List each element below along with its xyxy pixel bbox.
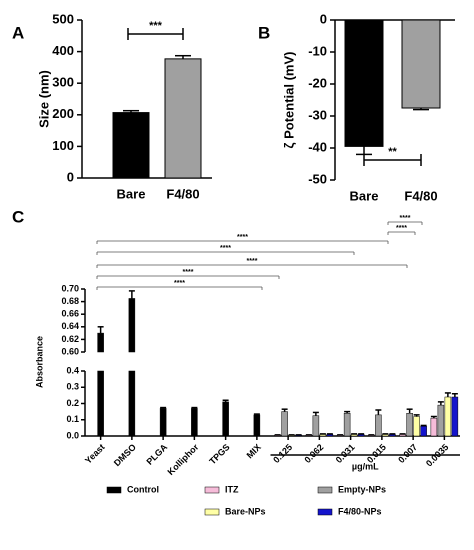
y-tick-label: 0.70 bbox=[61, 283, 79, 293]
panel-letter: C bbox=[12, 207, 24, 226]
y-tick-label: 0.0 bbox=[66, 430, 79, 440]
y-tick-label: 0.60 bbox=[61, 346, 79, 356]
bar bbox=[312, 415, 320, 437]
bar bbox=[413, 416, 420, 437]
x-tick-label: 0.007 bbox=[396, 442, 419, 465]
bar bbox=[222, 401, 229, 437]
y-axis-label: Size (nm) bbox=[36, 70, 51, 128]
bar bbox=[97, 332, 104, 353]
x-tick-label: Yeast bbox=[83, 442, 107, 466]
y-tick-label: 400 bbox=[52, 43, 74, 58]
y-axis-label: ζ Potential (mV) bbox=[281, 52, 296, 149]
bar bbox=[451, 396, 459, 437]
legend-label: F4/80-NPs bbox=[338, 506, 382, 516]
bar bbox=[253, 414, 261, 437]
sig-label: **** bbox=[396, 225, 407, 232]
sig-label: **** bbox=[247, 258, 258, 265]
sig-label: **** bbox=[174, 280, 185, 287]
bar bbox=[159, 408, 167, 437]
legend-swatch bbox=[317, 486, 333, 494]
y-tick-label: -50 bbox=[308, 171, 327, 186]
bar bbox=[406, 413, 413, 437]
bar bbox=[164, 58, 202, 179]
x-tick-label: 0.125 bbox=[271, 442, 294, 465]
x-tick-label: Kolliphor bbox=[165, 442, 200, 477]
x-tick-label: TPGS bbox=[207, 442, 231, 466]
y-tick-label: 200 bbox=[52, 106, 74, 121]
y-tick-label: -40 bbox=[308, 139, 327, 154]
x-tick-label: 0.062 bbox=[302, 442, 325, 465]
bar bbox=[375, 414, 382, 437]
legend-swatch bbox=[317, 508, 333, 516]
legend-label: Empty-NPs bbox=[338, 484, 386, 494]
legend-swatch bbox=[204, 508, 220, 516]
x-axis-label: µg/mL bbox=[352, 461, 379, 471]
bar bbox=[343, 413, 351, 437]
panel-letter: A bbox=[12, 23, 24, 42]
y-tick-label: 0.3 bbox=[66, 382, 79, 392]
bar bbox=[401, 19, 441, 109]
bar bbox=[281, 411, 288, 437]
sig-label: ** bbox=[388, 146, 397, 158]
y-tick-label: -30 bbox=[308, 107, 327, 122]
bar bbox=[128, 298, 136, 353]
legend-swatch bbox=[106, 486, 122, 494]
panel-letter: B bbox=[258, 23, 270, 42]
y-tick-label: 300 bbox=[52, 75, 74, 90]
y-tick-label: 0 bbox=[67, 169, 74, 184]
legend-swatch bbox=[204, 486, 220, 494]
bar bbox=[420, 426, 427, 437]
x-tick-label: Bare bbox=[117, 186, 146, 201]
sig-label: **** bbox=[183, 269, 194, 276]
bar bbox=[128, 370, 136, 437]
y-tick-label: 0.62 bbox=[61, 334, 79, 344]
bar bbox=[191, 408, 198, 437]
y-tick-label: 0.68 bbox=[61, 296, 79, 306]
y-tick-label: 0 bbox=[320, 11, 327, 26]
y-axis-label: Absorbance bbox=[34, 336, 44, 388]
sig-label: **** bbox=[237, 234, 248, 241]
x-tick-label: F4/80 bbox=[404, 188, 437, 203]
x-tick-label: PLGA bbox=[144, 442, 169, 467]
x-tick-label: Bare bbox=[350, 188, 379, 203]
y-tick-label: -10 bbox=[308, 43, 327, 58]
y-tick-label: -20 bbox=[308, 75, 327, 90]
sig-label: **** bbox=[400, 215, 411, 222]
y-tick-label: 500 bbox=[52, 11, 74, 26]
bar bbox=[430, 417, 438, 437]
y-tick-label: 0.4 bbox=[66, 365, 79, 375]
bar bbox=[97, 370, 104, 437]
bar bbox=[437, 404, 445, 437]
x-tick-label: F4/80 bbox=[166, 186, 199, 201]
legend-label: Control bbox=[127, 484, 159, 494]
y-tick-label: 100 bbox=[52, 138, 74, 153]
y-tick-label: 0.64 bbox=[61, 321, 79, 331]
y-tick-label: 0.1 bbox=[66, 414, 79, 424]
sig-label: **** bbox=[220, 245, 231, 252]
legend-label: Bare-NPs bbox=[225, 506, 266, 516]
x-tick-label: DMSO bbox=[112, 442, 138, 468]
y-tick-label: 0.66 bbox=[61, 309, 79, 319]
bar bbox=[112, 112, 150, 179]
y-tick-label: 0.2 bbox=[66, 398, 79, 408]
bar bbox=[344, 19, 384, 147]
x-tick-label: MIX bbox=[245, 442, 263, 460]
legend-label: ITZ bbox=[225, 484, 239, 494]
bar bbox=[444, 396, 452, 437]
sig-label: *** bbox=[149, 20, 163, 32]
